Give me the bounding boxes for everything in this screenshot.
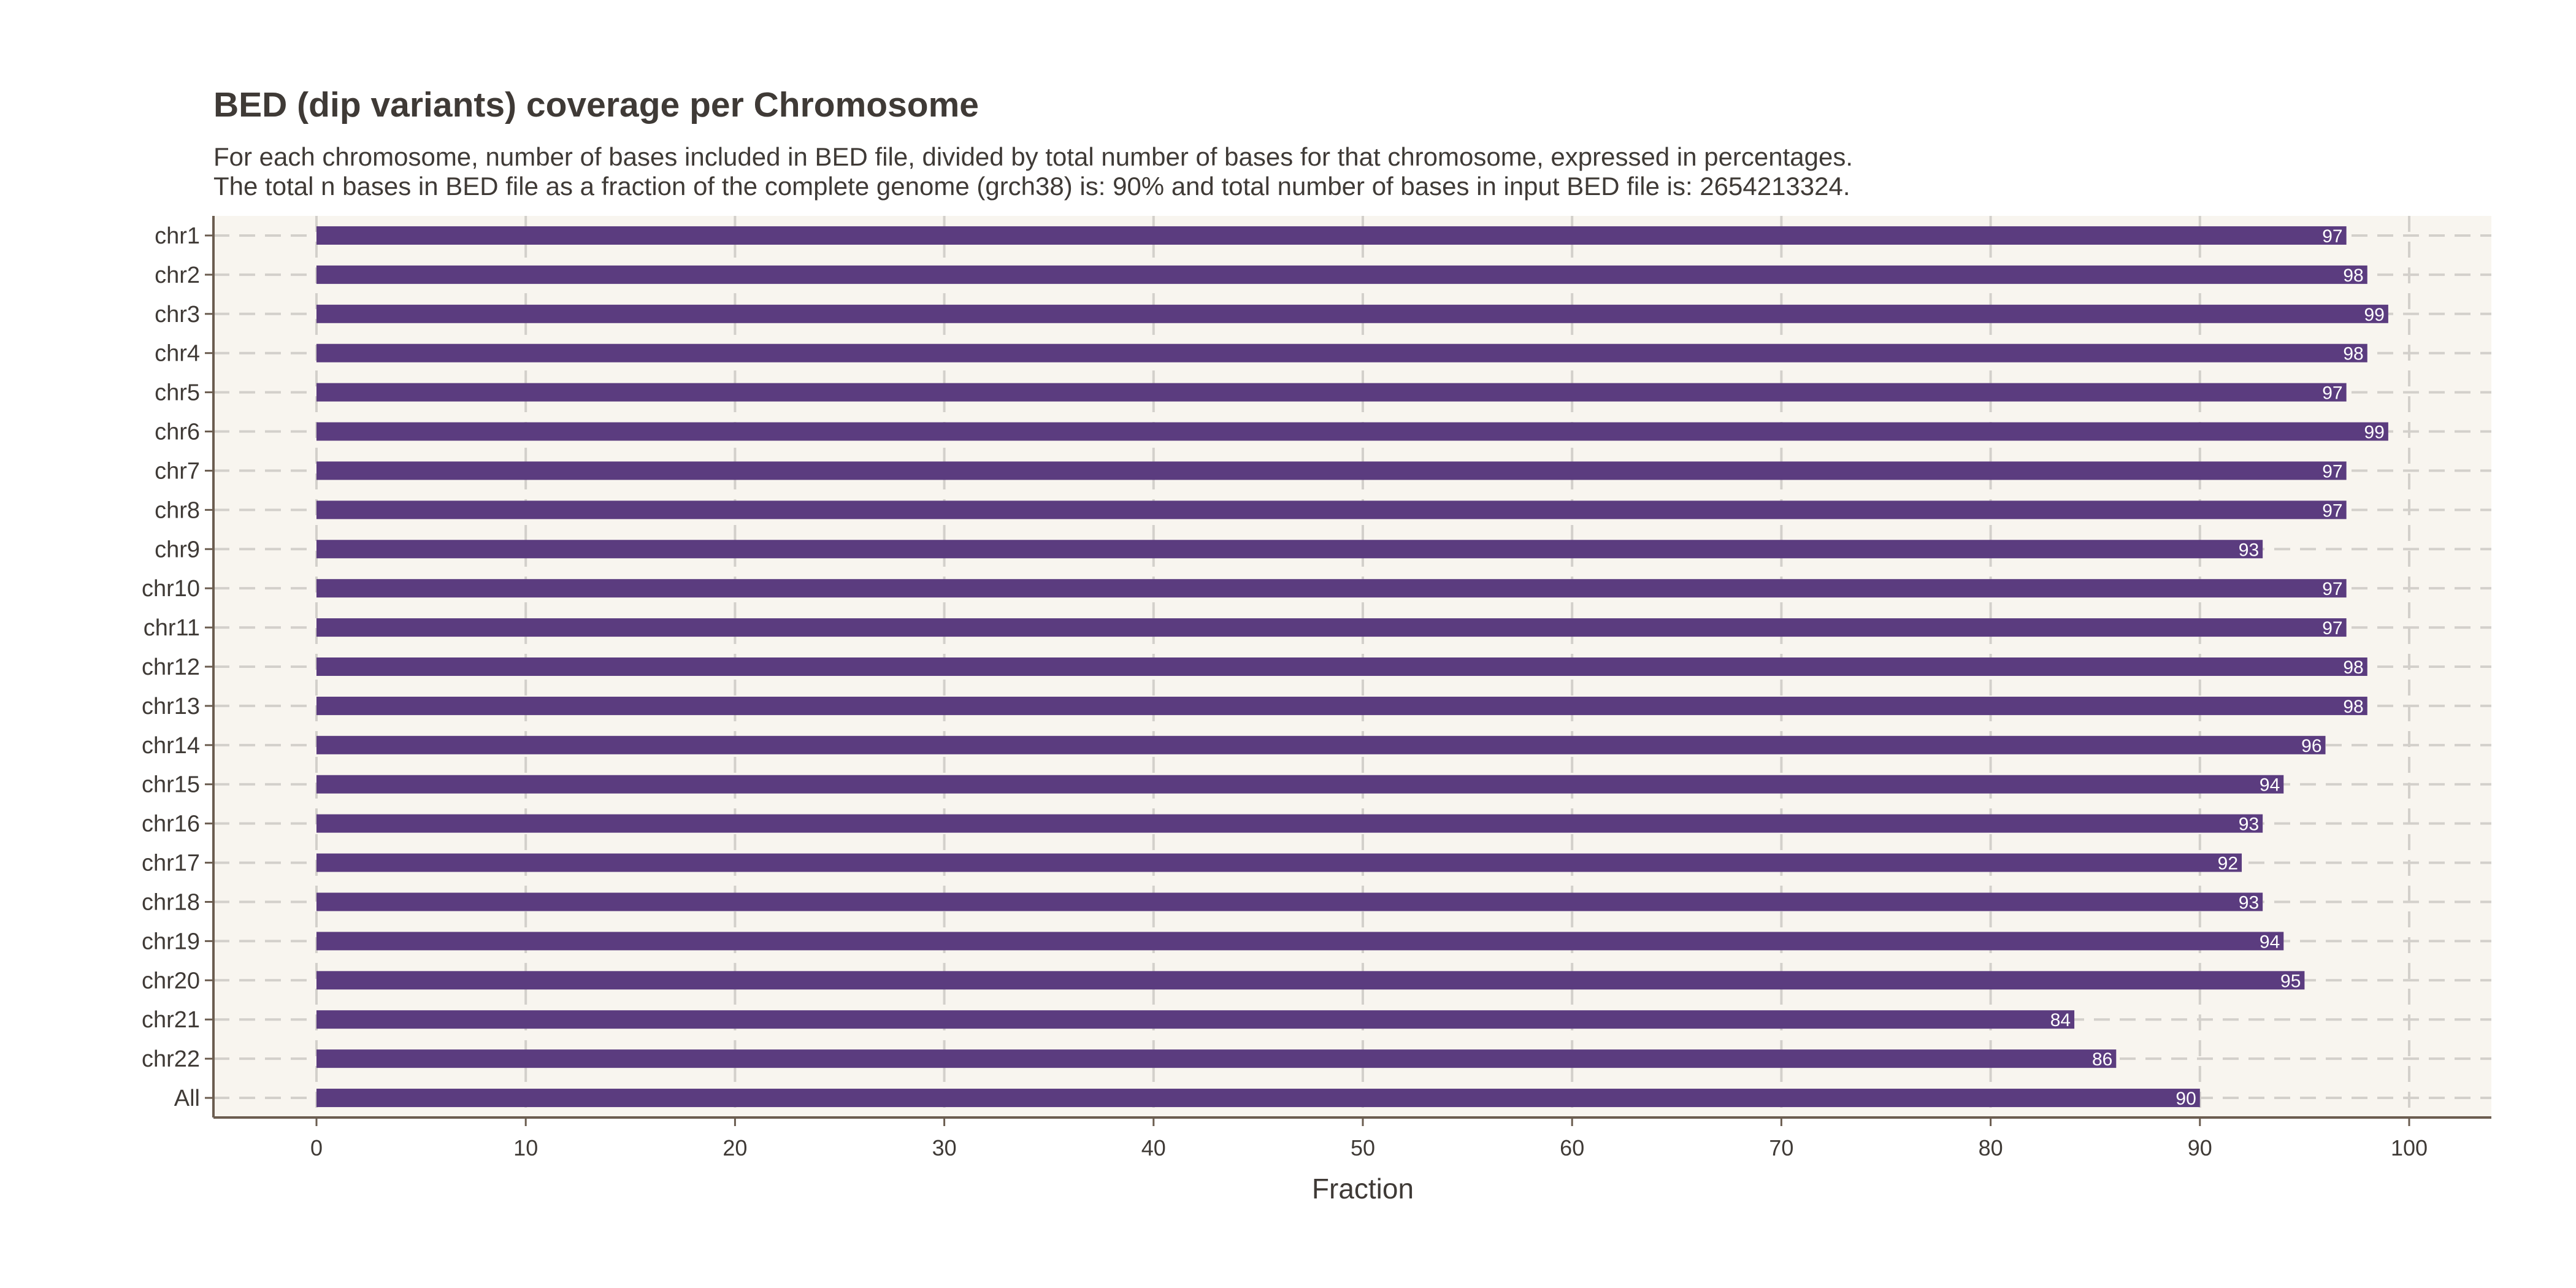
category-label: chr22 xyxy=(142,1046,200,1072)
bar-chr16 xyxy=(316,814,2263,833)
category-label: chr2 xyxy=(155,263,200,288)
x-tick-label: 100 xyxy=(2391,1135,2428,1160)
bar-value-label: 96 xyxy=(2301,736,2321,756)
bar-chr7 xyxy=(316,461,2347,480)
bar-chr14 xyxy=(316,735,2326,754)
bar-value-label: 97 xyxy=(2322,383,2342,404)
category-label: chr9 xyxy=(155,537,200,562)
bar-chr11 xyxy=(316,618,2347,637)
chart-title: BED (dip variants) coverage per Chromoso… xyxy=(213,85,979,125)
category-label: chr8 xyxy=(155,497,200,523)
bar-value-label: 98 xyxy=(2343,697,2363,717)
category-label: chr21 xyxy=(142,1007,200,1033)
bar-value-label: 98 xyxy=(2343,266,2363,286)
x-tick-label: 30 xyxy=(932,1135,957,1160)
bar-chr3 xyxy=(316,304,2388,323)
labels: 0 10 20 30 40 50 60 70 80 90 100 97 chr1 98 chr2 99 chr3… xyxy=(142,223,2428,1160)
x-tick-label: 50 xyxy=(1351,1135,1375,1160)
bar-chr21 xyxy=(316,1010,2075,1029)
category-label: chr11 xyxy=(144,615,200,641)
bar-chr12 xyxy=(316,657,2367,676)
category-label: chr4 xyxy=(155,341,200,367)
category-label: chr18 xyxy=(142,889,200,915)
x-tick-label: 70 xyxy=(1769,1135,1793,1160)
category-label: chr3 xyxy=(155,302,200,328)
category-label: chr19 xyxy=(142,929,200,954)
bar-chr8 xyxy=(316,500,2347,519)
bar-value-label: 95 xyxy=(2280,971,2301,991)
x-tick-label: 0 xyxy=(310,1135,323,1160)
category-label: chr15 xyxy=(142,772,200,798)
x-tick-label: 80 xyxy=(1979,1135,2003,1160)
bar-chr2 xyxy=(316,265,2367,284)
bar-value-label: 94 xyxy=(2260,775,2280,795)
bar-value-label: 84 xyxy=(2050,1010,2071,1030)
bar-value-label: 93 xyxy=(2239,892,2259,913)
category-label: chr5 xyxy=(155,380,200,406)
bar-value-label: 97 xyxy=(2322,461,2342,481)
bar-value-label: 97 xyxy=(2322,579,2342,599)
bar-chr4 xyxy=(316,343,2367,362)
bar-value-label: 98 xyxy=(2343,657,2363,678)
axes xyxy=(205,216,2491,1126)
bar-value-label: 97 xyxy=(2322,226,2342,247)
bar-value-label: 99 xyxy=(2364,423,2385,443)
category-label: chr14 xyxy=(142,733,200,759)
bar-chr10 xyxy=(316,579,2347,598)
category-label: chr13 xyxy=(142,694,200,719)
x-tick-label: 20 xyxy=(723,1135,747,1160)
bar-chr1 xyxy=(316,226,2347,245)
bar-value-label: 92 xyxy=(2218,854,2238,874)
x-tick-label: 90 xyxy=(2188,1135,2212,1160)
category-label: chr16 xyxy=(142,811,200,837)
x-axis-title: Fraction xyxy=(1312,1173,1414,1205)
chart-subtitle-line-1: For each chromosome, number of bases inc… xyxy=(213,142,1853,171)
category-label: chr6 xyxy=(155,420,200,445)
x-tick-label: 40 xyxy=(1141,1135,1166,1160)
category-label: chr17 xyxy=(142,851,200,876)
bar-chr17 xyxy=(316,853,2242,872)
category-label: chr12 xyxy=(142,654,200,680)
bar-chr18 xyxy=(316,892,2263,911)
bar-chr5 xyxy=(316,383,2347,402)
category-label: chr10 xyxy=(142,576,200,602)
bar-value-label: 90 xyxy=(2175,1089,2196,1109)
bar-All xyxy=(316,1089,2200,1108)
x-tick-label: 10 xyxy=(513,1135,538,1160)
bar-value-label: 97 xyxy=(2322,618,2342,638)
bar-value-label: 86 xyxy=(2092,1049,2112,1070)
category-label: chr7 xyxy=(155,458,200,484)
category-label: chr1 xyxy=(155,223,200,249)
bar-value-label: 98 xyxy=(2343,344,2363,364)
bar-value-label: 94 xyxy=(2260,932,2280,952)
bar-value-label: 93 xyxy=(2239,815,2259,835)
bar-value-label: 99 xyxy=(2364,305,2385,325)
bar-chr19 xyxy=(316,932,2284,951)
bar-chr15 xyxy=(316,775,2284,794)
bar-chr13 xyxy=(316,696,2367,715)
category-label: chr20 xyxy=(142,968,200,994)
bar-chr6 xyxy=(316,422,2388,441)
bar-chr20 xyxy=(316,971,2305,990)
bars xyxy=(316,226,2388,1108)
category-label: All xyxy=(174,1086,200,1111)
chart-subtitle-line-2: The total n bases in BED file as a fract… xyxy=(213,172,1850,201)
bar-chr22 xyxy=(316,1049,2117,1068)
x-tick-label: 60 xyxy=(1560,1135,1584,1160)
bar-value-label: 97 xyxy=(2322,500,2342,521)
bar-value-label: 93 xyxy=(2239,540,2259,560)
bar-chr9 xyxy=(316,540,2263,559)
